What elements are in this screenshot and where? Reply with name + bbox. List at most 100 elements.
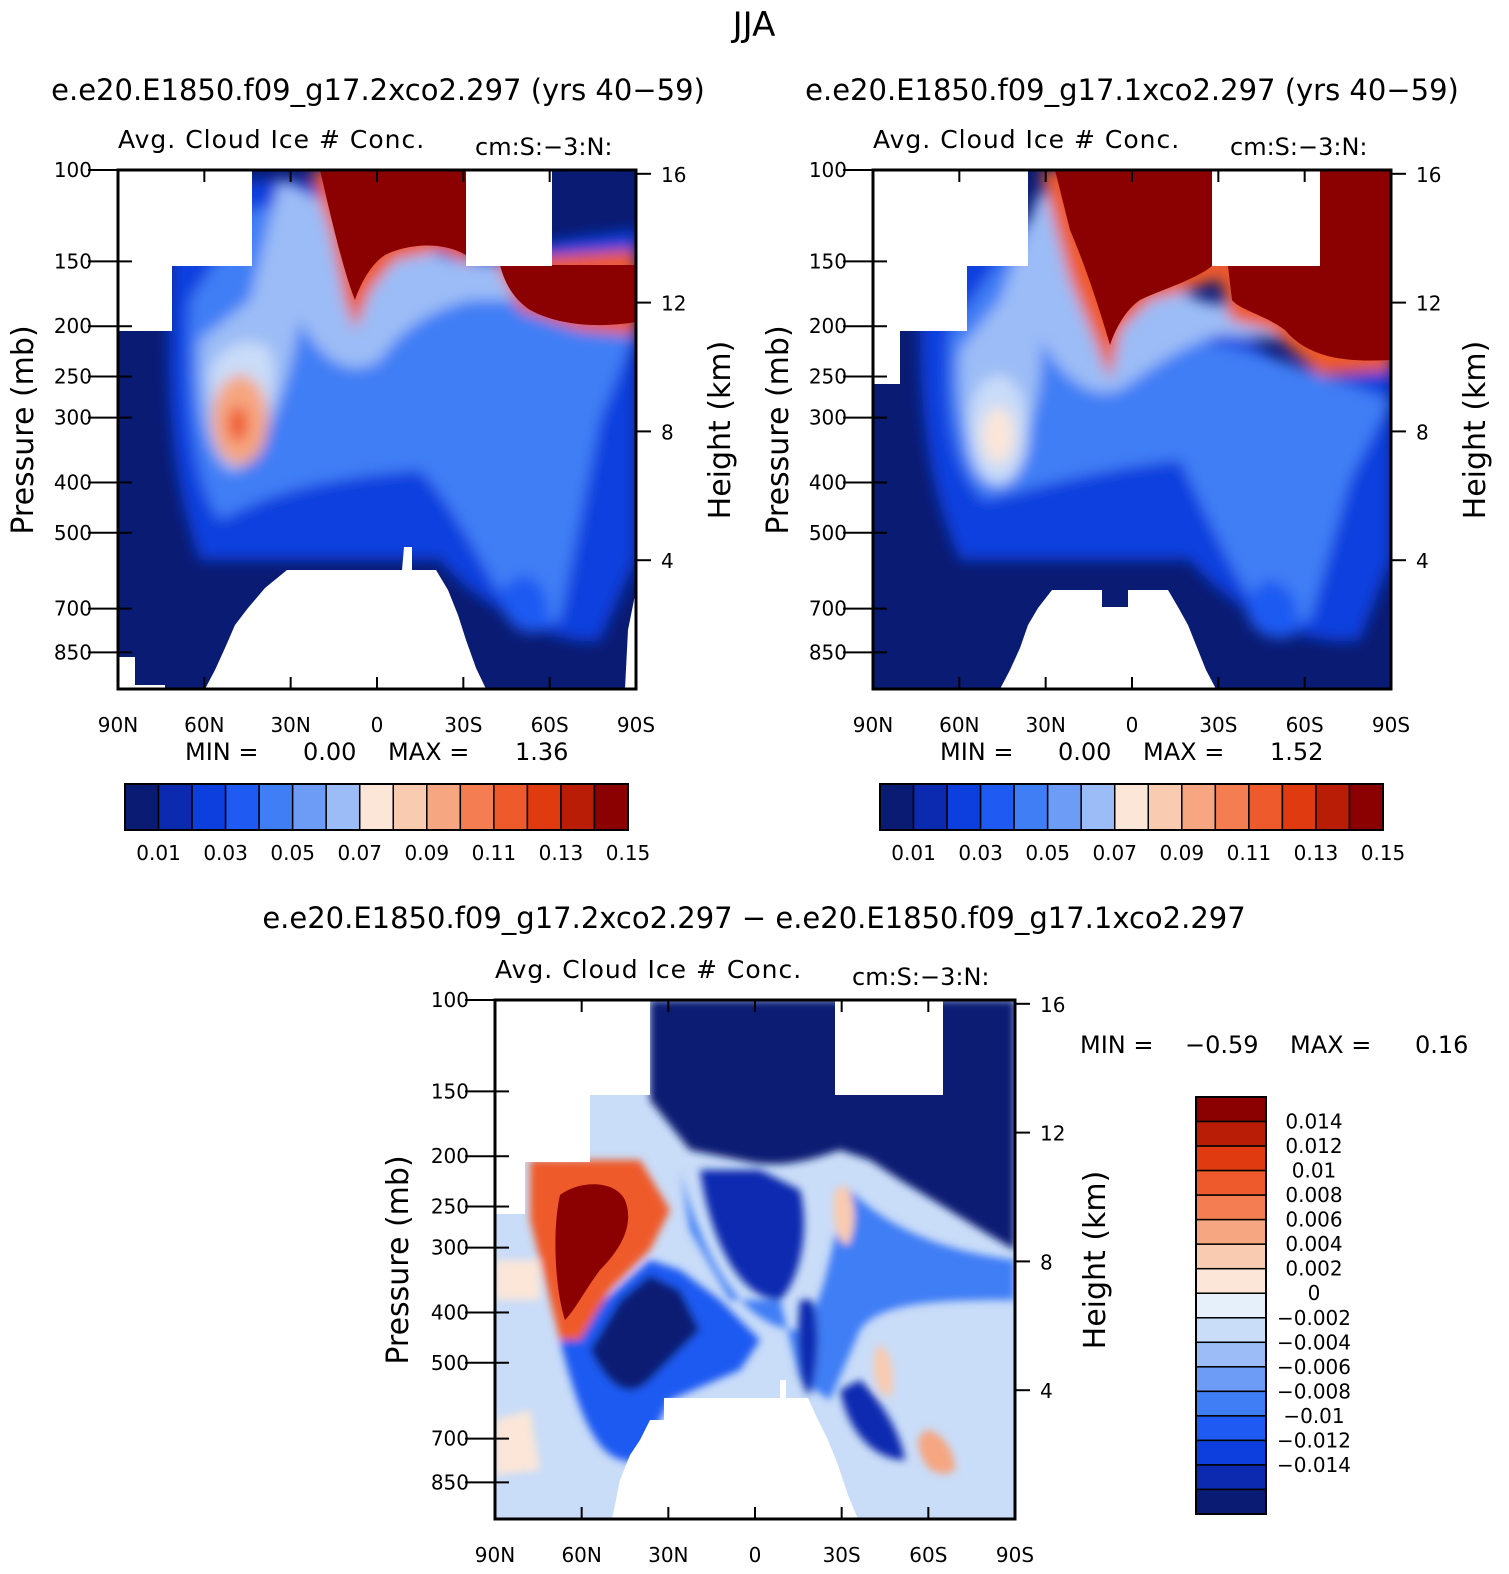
panel-a-colorbar-cell [560,783,596,831]
panel-diff-y-tick-label: 300 [431,1236,469,1260]
panel-a-y2-tick-label: 4 [661,549,674,573]
panel-b-colorbar-label: 0.07 [1092,841,1137,865]
panel-diff-contour-tropic-column [798,1300,818,1395]
panel-b-min-label: MIN = [940,738,1013,766]
panel-a-axes: 90N 60N 30N 0 30S 60S 90S 100 150 200 250 300 400 500… [54,158,687,737]
panel-diff-colorbar-cell [1195,1390,1267,1417]
panel-diff-colorbar-cell [1195,1267,1267,1294]
panel-b-colorbar-cell [1248,783,1284,831]
panel-diff-x-tick-label: 0 [749,1543,762,1567]
panel-diff-y-tick-label: 400 [431,1300,469,1324]
panel-b-case-title: e.e20.E1850.f09_g17.1xco2.297 (yrs 40−59… [805,73,1459,107]
panel-diff-ylabel: Pressure (mb) [381,1155,416,1364]
panel-a-y-tick-label: 100 [54,158,92,182]
panel-b-y-tick-label: 700 [809,597,847,621]
panel-a-min-value: 0.00 [303,738,356,766]
panel-diff-x-tick-label: 90S [996,1543,1034,1567]
panel-b-ylabel: Pressure (mb) [761,325,796,534]
panel-diff-colorbar-label: 0.014 [1285,1110,1342,1134]
panel-b-axes: 90N 60N 30N 0 30S 60S 90S 100 150 200 250 300 400 500… [809,158,1442,737]
panel-diff-colorbar-label: −0.014 [1277,1453,1351,1477]
panel-b-colorbar-label: 0.03 [958,841,1003,865]
panel-b: e.e20.E1850.f09_g17.1xco2.297 (yrs 40−59… [761,73,1493,865]
panel-a-units: cm:S:−3:N: [475,133,612,161]
panel-diff-colorbar-label: −0.008 [1277,1379,1351,1403]
panel-b-x-tick-label: 30S [1199,713,1237,737]
panel-a-colorbar-cell [358,783,395,831]
panel-diff-max-value: 0.16 [1415,1031,1468,1059]
panel-a-colorbar-cell [593,783,629,831]
panel-a-colorbar-label: 0.11 [472,841,517,865]
panel-diff-contour-deep-blue-core [700,1170,804,1300]
panel-diff-colorbar-cell [1195,1096,1267,1123]
panel-a-y-tick-label: 850 [54,640,92,664]
panel-b-colorbar-cell [1147,783,1183,831]
panel-a-y-tick-label: 700 [54,597,92,621]
panel-b-colorbar-cell [979,783,1015,831]
panel-a-y-tick-label: 300 [54,406,92,430]
panel-a-colorbar-cell [392,783,428,831]
panel-diff-max-label: MAX = [1290,1031,1371,1059]
panel-diff-x-tick-label: 60S [909,1543,947,1567]
panel-diff-colorbar-cell [1195,1194,1267,1221]
panel-a-x-tick-label: 30S [444,713,482,737]
panel-a-mask-antarctica [625,590,636,689]
panel-diff-y2-tick-label: 12 [1040,1122,1065,1146]
panel-a-y-tick-label: 200 [54,314,92,338]
panel-b-y-tick-label: 500 [809,521,847,545]
panel-b-y2-tick-label: 4 [1416,549,1429,573]
panel-a-case-title: e.e20.E1850.f09_g17.2xco2.297 (yrs 40−59… [51,73,705,107]
panel-a-y-tick-label: 250 [54,365,92,389]
panel-b-x-tick-label: 0 [1126,713,1139,737]
panel-diff-axes: 90N 60N 30N 0 30S 60S 90S 100 150 200 250 300 400 500… [431,988,1066,1567]
panel-diff-colorbar-label: 0.008 [1285,1183,1342,1207]
panel-diff-min-label: MIN = [1080,1031,1153,1059]
panel-b-y2-tick-label: 12 [1416,292,1441,316]
panel-a-y2-tick-label: 8 [661,420,674,444]
panel-a-y2-tick-label: 16 [661,163,686,187]
panel-diff-mask-stratosphere-tropics [835,1000,943,1095]
panel-a-mask-stratosphere-tropics [466,170,552,266]
panel-diff-contour-diagonal-dark [590,1275,700,1390]
panel-b-colorbar-cell [1113,783,1150,831]
panel-diff-colorbar-cell [1195,1464,1267,1491]
panel-diff-x-tick-label: 90N [475,1543,515,1567]
panel-b-y2label: Height (km) [1458,341,1493,520]
panel-diff-colorbar-cell [1195,1243,1267,1270]
panel-diff-y2-tick-label: 4 [1040,1379,1053,1403]
panel-b-colorbar-cell [1214,783,1250,831]
panel-a-colorbar-cell [459,783,495,831]
panel-a-contour-light-blue [199,180,636,472]
panel-b-colorbar-label: 0.13 [1294,841,1339,865]
panel-b-max-sh [1228,170,1391,361]
panel-diff-colorbar-cell [1195,1169,1267,1196]
panel-a-colorbar-label: 0.03 [203,841,248,865]
panel-diff-x-tick-label: 30S [823,1543,861,1567]
panel-b-y-tick-label: 400 [809,470,847,494]
panel-a-colorbar-label: 0.15 [606,841,651,865]
panel-diff-colorbar-cell [1195,1145,1267,1172]
panel-diff-contour-sh-peach [918,1430,955,1474]
panel-diff-colorbar-label: −0.002 [1277,1306,1351,1330]
panel-a-max-tropics [320,170,466,300]
panel-diff-colorbar-label: −0.01 [1283,1404,1344,1428]
panel-b-mask-stratosphere-nh [873,170,1028,384]
panel-a-x-tick-label: 0 [371,713,384,737]
panel-diff-y-tick-label: 850 [431,1470,469,1494]
panel-diff-colorbar-label: 0.006 [1285,1208,1342,1232]
panel-a-plot-area [118,170,636,689]
panel-diff-y-tick-label: 500 [431,1351,469,1375]
panel-diff-variable-title: Avg. Cloud Ice # Conc. [495,955,802,984]
panel-a-max-value: 1.36 [515,738,568,766]
panel-b-colorbar-cell [1046,783,1082,831]
panel-diff-contour-sh-peach-2 [873,1345,893,1396]
panel-diff-contour-tropics-peach [833,1185,855,1245]
panel-a-y-tick-label: 150 [54,249,92,273]
panel-b-max-label: MAX = [1143,738,1224,766]
panel-diff-colorbar-label: 0.004 [1285,1232,1342,1256]
panel-b-colorbar-label: 0.09 [1160,841,1205,865]
panel-diff-y-tick-label: 150 [431,1079,469,1103]
panel-b-min-value: 0.00 [1058,738,1111,766]
panel-diff-y2-tick-label: 16 [1040,993,1065,1017]
